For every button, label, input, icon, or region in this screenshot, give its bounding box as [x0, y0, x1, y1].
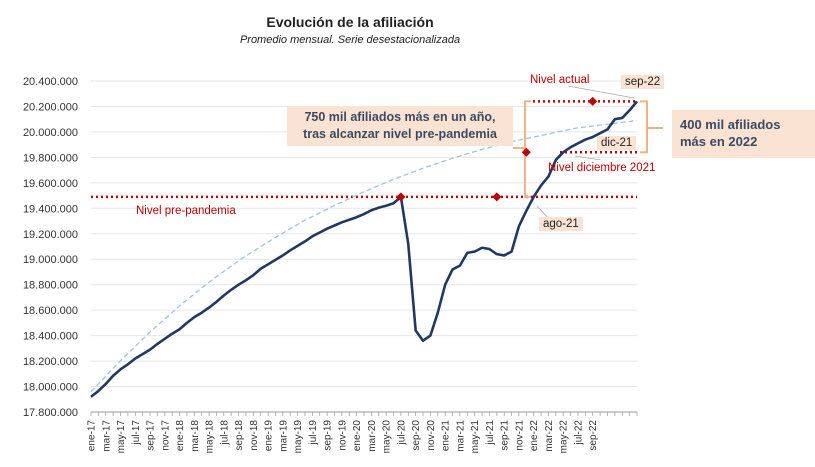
x-tick-label: sep-21 — [500, 420, 511, 451]
x-tick-label: jul-19 — [308, 420, 319, 446]
y-tick-label: 20.200.000 — [23, 101, 78, 113]
x-tick-label: may-17 — [116, 420, 127, 454]
marker-sep-22 — [588, 96, 598, 106]
x-tick-label: jul-20 — [396, 420, 407, 446]
label-pre-pandemia: Nivel pre-pandemia — [136, 205, 236, 217]
x-tick-label: ene-19 — [264, 420, 275, 452]
x-tick-label: sep-18 — [234, 420, 245, 451]
x-tick-label: may-19 — [293, 420, 304, 454]
bracket-400 — [640, 100, 648, 154]
x-tick-label: sep-17 — [146, 420, 157, 451]
callout-400-line1: 400 mil afiliados — [680, 117, 781, 132]
x-tick-label: may-20 — [382, 420, 393, 454]
callout-750-line2: tras alcanzar nivel pre-pandemia — [303, 127, 497, 141]
marker-ago-21 — [492, 192, 502, 202]
series-line — [90, 100, 639, 398]
y-tick-label: 19.400.000 — [23, 203, 78, 215]
y-tick-label: 17.800.000 — [23, 407, 78, 419]
chart-subtitle: Promedio mensual. Serie desestacionaliza… — [239, 34, 461, 46]
x-tick-label: ene-22 — [529, 420, 540, 452]
x-tick-label: nov-20 — [426, 420, 437, 451]
x-tick-label: mar-18 — [190, 420, 201, 452]
bracket-750 — [524, 100, 531, 198]
x-tick-label: mar-19 — [278, 420, 289, 452]
x-tick-label: nov-17 — [160, 420, 171, 451]
leader-nivel-diciembre — [574, 155, 602, 161]
y-tick-label: 19.200.000 — [23, 229, 78, 241]
x-tick-label: nov-21 — [514, 420, 525, 451]
x-tick-label: ene-17 — [87, 420, 98, 452]
x-tick-label: may-21 — [470, 420, 481, 454]
y-tick-label: 20.000.000 — [23, 127, 78, 139]
x-tick-label: mar-22 — [544, 420, 555, 452]
y-tick-label: 18.400.000 — [23, 331, 78, 343]
y-tick-label: 18.600.000 — [23, 305, 78, 317]
x-tick-label: may-18 — [205, 420, 216, 454]
x-tick-label: sep-22 — [588, 420, 599, 451]
y-tick-label: 18.800.000 — [23, 280, 78, 292]
label-nivel-actual: Nivel actual — [530, 74, 590, 86]
y-tick-label: 19.000.000 — [23, 254, 78, 266]
tag-sep-22: sep-22 — [621, 75, 665, 89]
tag-dic-21: dic-21 — [597, 136, 637, 150]
x-tick-label: jul-17 — [131, 420, 142, 446]
chart-title: Evolución de la afiliación — [266, 14, 434, 30]
x-tick-label: jul-21 — [485, 420, 496, 446]
y-tick-label: 19.800.000 — [23, 152, 78, 164]
y-tick-label: 18.000.000 — [23, 382, 78, 394]
x-tick-label: ene-21 — [441, 420, 452, 452]
tag-ago-21: ago-21 — [539, 217, 583, 231]
y-tick-label: 20.400.000 — [23, 76, 78, 88]
label-nivel-diciembre: Nivel diciembre 2021 — [548, 162, 656, 174]
x-tick-label: sep-20 — [411, 420, 422, 451]
x-tick-label: mar-21 — [455, 420, 466, 452]
trend-line — [90, 119, 638, 393]
callout-400-line2: más en 2022 — [680, 134, 758, 149]
callout-750-line1: 750 mil afiliados más en un año, — [304, 110, 496, 124]
x-tick-label: mar-17 — [101, 420, 112, 452]
x-tick-label: ene-18 — [175, 420, 186, 452]
leader-ago-21 — [536, 205, 550, 220]
x-tick-label: nov-19 — [337, 420, 348, 451]
x-tick-label: jul-22 — [573, 420, 584, 446]
callout-750-mil: 750 mil afiliados más en un año, tras al… — [287, 106, 513, 146]
x-tick-label: mar-20 — [367, 420, 378, 452]
marker-ene-20 — [396, 192, 406, 202]
marker-dic-21 — [521, 147, 531, 157]
x-tick-label: jul-18 — [219, 420, 230, 446]
leader-nivel-actual — [567, 85, 635, 99]
x-tick-label: sep-19 — [323, 420, 334, 451]
x-tick-label: may-22 — [559, 420, 570, 454]
y-tick-label: 18.200.000 — [23, 356, 78, 368]
x-tick-label: ene-20 — [352, 420, 363, 452]
callout-400-mil: 400 mil afiliados más en 2022 — [672, 110, 815, 158]
y-tick-label: 19.600.000 — [23, 178, 78, 190]
x-tick-label: nov-18 — [249, 420, 260, 451]
